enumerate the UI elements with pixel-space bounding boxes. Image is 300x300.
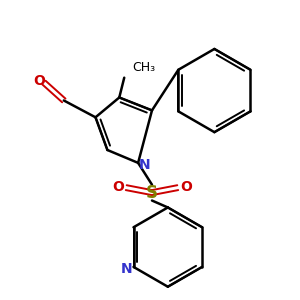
Text: N: N [139, 158, 151, 172]
Text: O: O [112, 180, 124, 194]
Text: S: S [146, 184, 158, 202]
Text: N: N [121, 262, 132, 276]
Text: O: O [33, 74, 45, 88]
Text: O: O [181, 180, 193, 194]
Text: CH₃: CH₃ [132, 61, 155, 74]
